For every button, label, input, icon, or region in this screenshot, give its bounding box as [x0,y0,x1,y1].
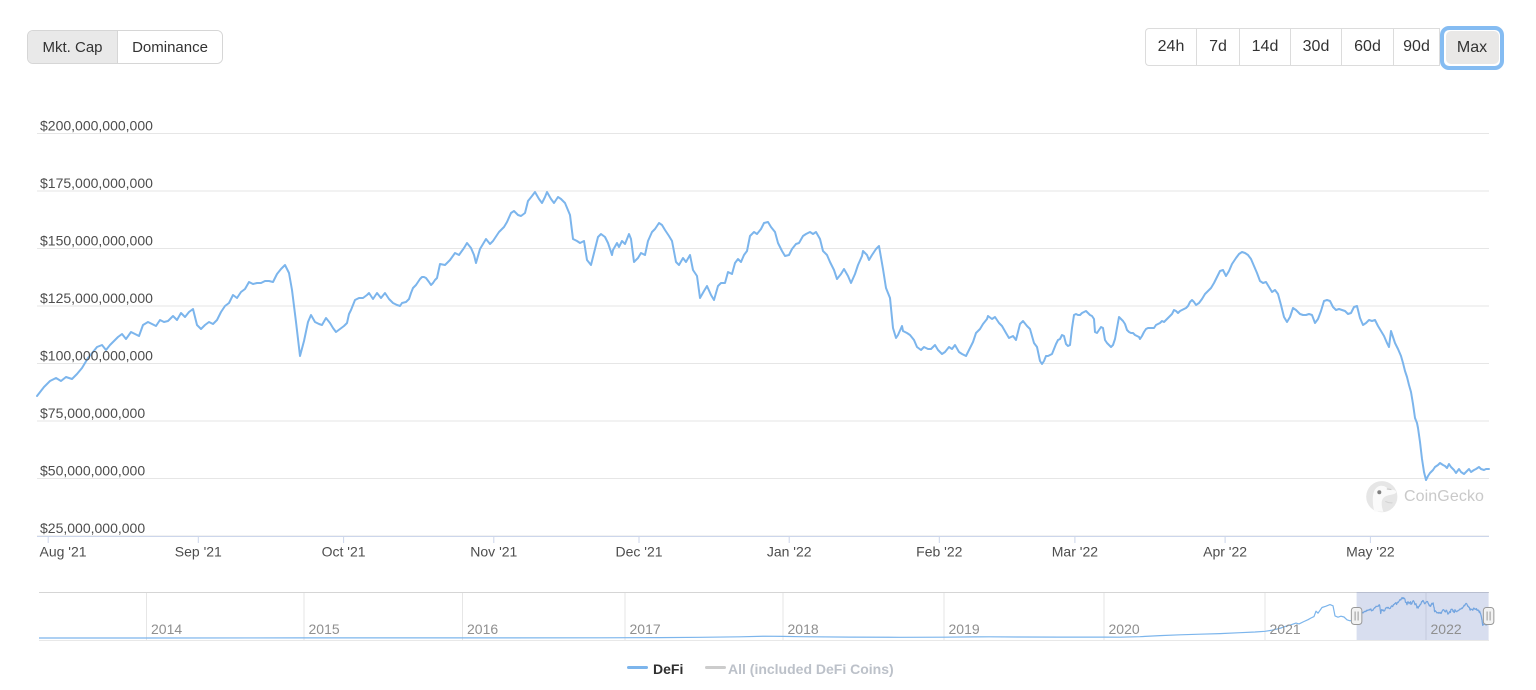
svg-text:Jan '22: Jan '22 [767,544,812,560]
svg-text:2015: 2015 [309,621,340,637]
svg-text:2021: 2021 [1270,621,1301,637]
svg-text:Dec '21: Dec '21 [615,544,662,560]
svg-text:Nov '21: Nov '21 [470,544,517,560]
svg-text:2020: 2020 [1109,621,1140,637]
svg-text:2022: 2022 [1431,621,1462,637]
svg-text:2014: 2014 [151,621,182,637]
svg-text:$175,000,000,000: $175,000,000,000 [40,175,153,191]
svg-text:2018: 2018 [788,621,819,637]
svg-text:Oct '21: Oct '21 [322,544,366,560]
svg-text:$75,000,000,000: $75,000,000,000 [40,405,145,421]
svg-text:$150,000,000,000: $150,000,000,000 [40,233,153,249]
svg-text:$200,000,000,000: $200,000,000,000 [40,118,153,134]
svg-text:$50,000,000,000: $50,000,000,000 [40,463,145,479]
svg-text:Sep '21: Sep '21 [175,544,222,560]
svg-text:$25,000,000,000: $25,000,000,000 [40,520,145,536]
svg-text:May '22: May '22 [1346,544,1395,560]
svg-text:Apr '22: Apr '22 [1203,544,1247,560]
svg-text:Feb '22: Feb '22 [916,544,962,560]
svg-text:$100,000,000,000: $100,000,000,000 [40,348,153,364]
svg-text:Aug '21: Aug '21 [40,544,87,560]
svg-text:2017: 2017 [630,621,661,637]
svg-text:Mar '22: Mar '22 [1052,544,1098,560]
svg-text:$125,000,000,000: $125,000,000,000 [40,290,153,306]
svg-text:2019: 2019 [949,621,980,637]
svg-text:2016: 2016 [467,621,498,637]
